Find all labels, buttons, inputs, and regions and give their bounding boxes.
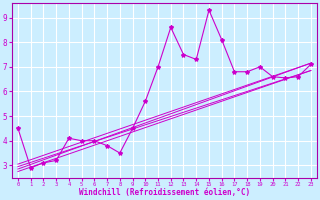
X-axis label: Windchill (Refroidissement éolien,°C): Windchill (Refroidissement éolien,°C) bbox=[79, 188, 250, 197]
